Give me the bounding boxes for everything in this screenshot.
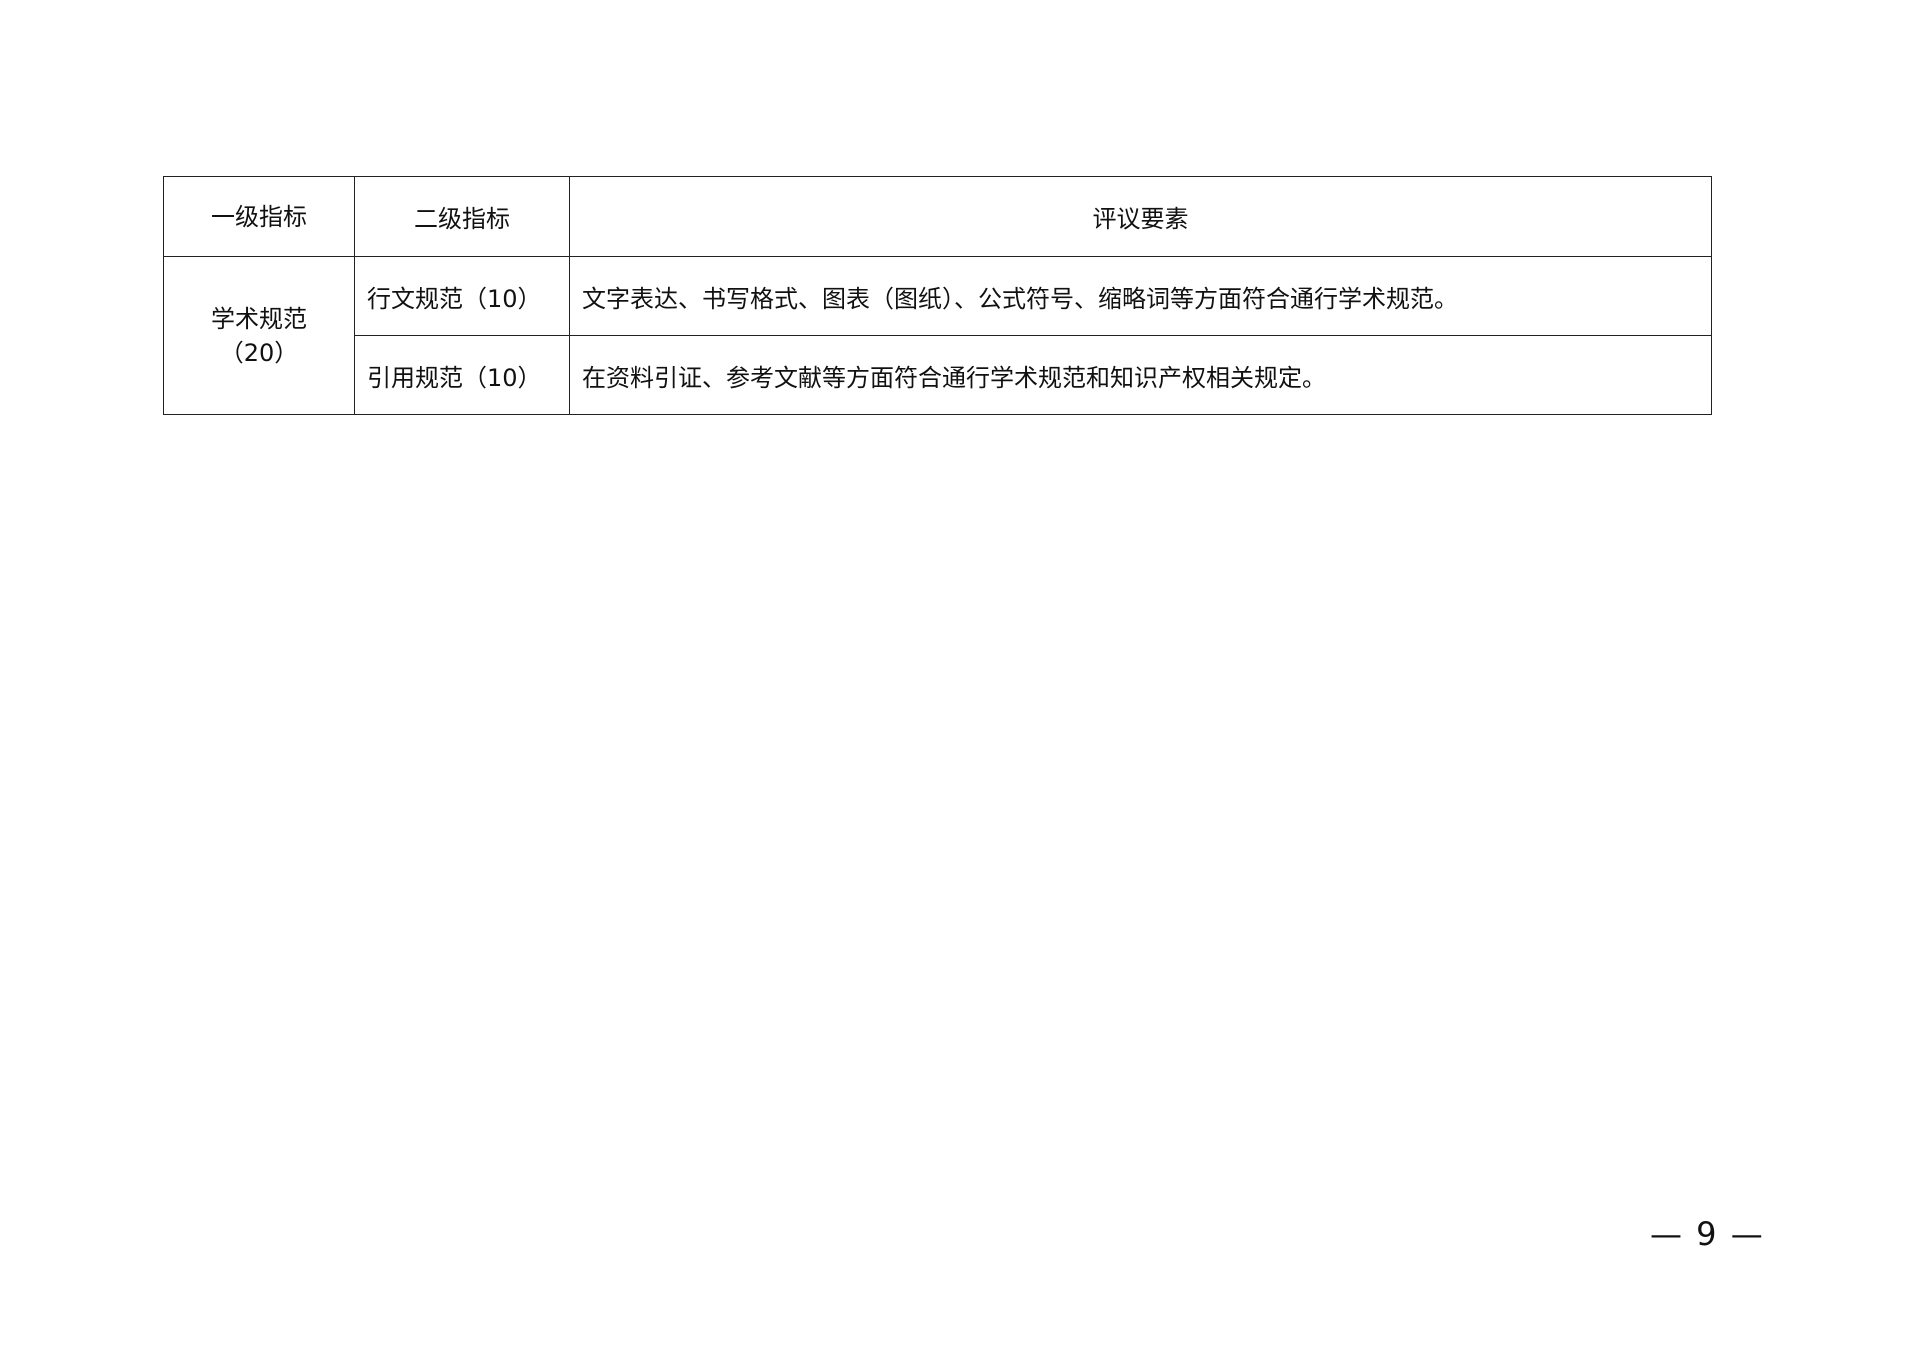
header-criteria: 评议要素 — [569, 176, 1712, 257]
criteria-cell: 文字表达、书写格式、图表（图纸）、公式符号、缩略词等方面符合通行学术规范。 — [569, 256, 1712, 336]
secondary-indicator-cell: 引用规范（10） — [354, 335, 570, 415]
secondary-indicator-cell: 行文规范（10） — [354, 256, 570, 336]
primary-indicator-cell: 学术规范 （20） — [163, 256, 355, 415]
evaluation-table: 一级指标 二级指标 评议要素 学术规范 （20） 行文规范（10） 文字表达、书… — [163, 176, 1712, 415]
table-header-row: 一级指标 二级指标 评议要素 — [163, 176, 1712, 257]
table-row: 引用规范（10） 在资料引证、参考文献等方面符合通行学术规范和知识产权相关规定。 — [164, 335, 1712, 415]
header-primary-indicator: 一级指标 — [163, 176, 355, 257]
primary-indicator-label: 学术规范 — [211, 304, 307, 333]
criteria-cell: 在资料引证、参考文献等方面符合通行学术规范和知识产权相关规定。 — [569, 335, 1712, 415]
page-number: — 9 — — [1650, 1215, 1765, 1253]
table-row: 学术规范 （20） 行文规范（10） 文字表达、书写格式、图表（图纸）、公式符号… — [163, 256, 1712, 415]
primary-indicator-score: （20） — [219, 338, 299, 367]
header-secondary-indicator: 二级指标 — [354, 176, 570, 257]
